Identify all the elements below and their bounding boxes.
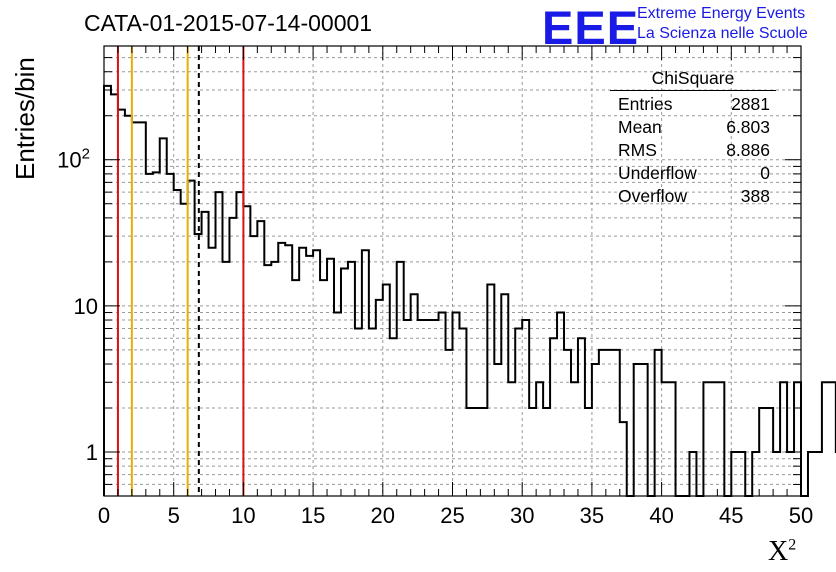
- x-tick-label: 10: [231, 503, 255, 528]
- x-tick-label: 30: [510, 503, 534, 528]
- stats-label: Entries: [618, 94, 673, 114]
- stats-value: 388: [740, 186, 770, 206]
- stats-label: RMS: [618, 140, 657, 160]
- stats-label: Underflow: [618, 163, 697, 183]
- chart-title: CATA-01-2015-07-14-00001: [84, 10, 373, 36]
- x-tick-label: 35: [580, 503, 604, 528]
- stats-box: ChiSquare Entries 2881 Mean 6.803 RMS 8.…: [610, 68, 776, 208]
- stats-value: 0: [760, 163, 770, 183]
- stats-row-mean: Mean 6.803: [610, 116, 776, 139]
- eee-logo: EEE: [542, 1, 640, 54]
- y-tick-label: 10: [74, 294, 98, 319]
- x-tick-label: 25: [440, 503, 464, 528]
- x-tick-label: 45: [719, 503, 743, 528]
- stats-value: 2881: [731, 94, 770, 114]
- y-tick-label: 102: [57, 146, 90, 173]
- x-tick-label: 20: [371, 503, 395, 528]
- logo-line-1: Extreme Energy Events: [637, 5, 806, 22]
- stats-row-entries: Entries 2881: [610, 93, 776, 116]
- stats-row-underflow: Underflow 0: [610, 162, 776, 185]
- stats-label: Overflow: [618, 186, 688, 206]
- stats-value: 6.803: [726, 117, 770, 137]
- x-tick-label: 15: [301, 503, 325, 528]
- x-axis-label: X2: [768, 536, 797, 567]
- stats-value: 8.886: [726, 140, 770, 160]
- stats-label: Mean: [618, 117, 662, 137]
- x-tick-label: 5: [168, 503, 180, 528]
- stats-row-rms: RMS 8.886: [610, 139, 776, 162]
- x-tick-label: 50: [789, 503, 813, 528]
- stats-title: ChiSquare: [610, 68, 776, 91]
- stats-row-overflow: Overflow 388: [610, 185, 776, 208]
- x-tick-label: 0: [98, 503, 110, 528]
- y-tick-label: 1: [86, 440, 98, 465]
- y-axis-label: Entries/bin: [10, 57, 40, 180]
- logo-line-2: La Scienza nelle Scuole: [637, 25, 808, 42]
- x-tick-label: 40: [649, 503, 673, 528]
